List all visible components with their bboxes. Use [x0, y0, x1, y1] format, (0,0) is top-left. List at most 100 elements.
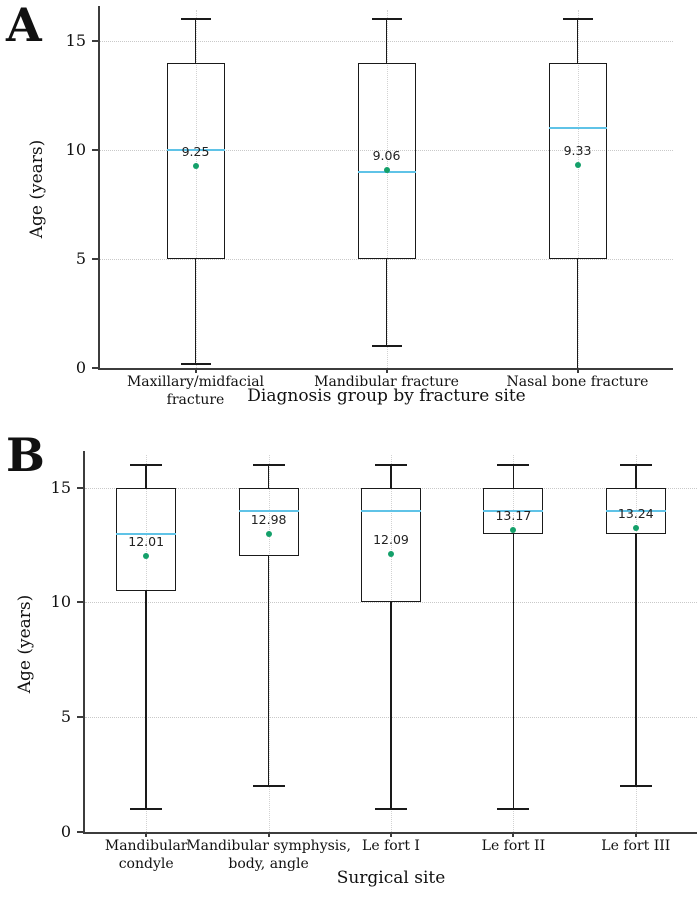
whisker-cap-bottom	[371, 345, 402, 348]
y-tick	[77, 716, 85, 719]
upper-whisker	[635, 464, 637, 488]
median-line	[116, 532, 177, 535]
box-rect	[548, 62, 607, 259]
median-line	[166, 148, 225, 151]
x-tick	[145, 832, 148, 837]
mean-dot	[632, 525, 639, 531]
mean-dot	[574, 161, 581, 168]
upper-whisker	[576, 19, 579, 63]
x-tick-label-line: body, angle	[228, 855, 309, 872]
whisker-cap-top	[371, 18, 402, 21]
x-axis	[83, 832, 697, 834]
lower-whisker	[385, 258, 388, 347]
x-tick-label-line: Le fort III	[601, 838, 671, 854]
box-rect	[238, 487, 299, 557]
y-tick-label: 15	[50, 477, 71, 497]
whisker-cap-bottom	[252, 785, 285, 788]
whisker-cap-bottom	[130, 808, 163, 811]
y-tick	[92, 148, 100, 151]
x-tick-label-line: Le fort I	[362, 838, 420, 854]
lower-whisker	[576, 258, 579, 368]
lower-whisker	[635, 533, 637, 787]
whisker-cap-bottom	[180, 362, 211, 365]
x-tick-label-line: Mandibular fracture	[314, 374, 459, 390]
x-tick-label: Mandibular symphysis, body, angle	[184, 838, 354, 873]
median-line	[483, 509, 544, 512]
mean-value-label: 9.06	[372, 148, 401, 164]
y-axis	[98, 6, 100, 368]
x-tick-label: Maxillary/midfacial fracture	[111, 374, 281, 409]
x-tick-label: Mandibular fracture	[302, 374, 472, 392]
median-line	[361, 509, 421, 512]
x-tick-label-line: Le fort II	[481, 838, 546, 854]
y-tick	[92, 367, 100, 369]
y-axis-title: Age (years)	[15, 594, 35, 693]
lower-whisker	[390, 602, 392, 810]
y-tick-label: 5	[60, 707, 71, 727]
lower-whisker	[267, 556, 270, 787]
y-tick	[77, 601, 85, 604]
y-tick-label: 5	[75, 248, 86, 268]
x-tick	[390, 832, 392, 837]
whisker-cap-top	[562, 18, 593, 21]
x-tick-label: Nasal bone fracture	[493, 374, 663, 392]
mean-value-label: 9.33	[563, 142, 592, 158]
mean-dot	[265, 530, 272, 537]
panel-b-letter: B	[6, 428, 45, 482]
y-tick	[77, 831, 85, 833]
mean-dot	[143, 553, 150, 560]
mean-value-label: 13.24	[617, 506, 654, 521]
y-tick-label: 0	[75, 358, 86, 377]
x-tick	[576, 368, 579, 373]
box-rect	[357, 62, 416, 259]
x-tick-label-line: Maxillary/midfacial fracture	[126, 374, 265, 408]
y-tick	[92, 257, 100, 260]
mean-value-label: 12.09	[373, 532, 409, 548]
mean-value-label: 12.98	[250, 511, 287, 527]
mean-value-label: 9.25	[181, 144, 210, 160]
box-rect	[116, 487, 177, 591]
y-tick-label: 15	[65, 30, 86, 50]
median-line	[605, 509, 666, 512]
upper-whisker	[512, 464, 515, 488]
panel-b: B 12.01 Mandibular condyle 12.98 Mandibular …	[0, 430, 700, 900]
mean-dot	[192, 163, 199, 170]
box-rect	[361, 487, 421, 603]
x-tick	[385, 368, 388, 373]
whisker-cap-top	[252, 463, 285, 466]
x-tick-label-line: Mandibular symphysis,	[186, 838, 351, 854]
x-tick-label-line: Mandibular	[104, 838, 188, 854]
x-tick	[512, 832, 515, 837]
x-tick-label: Le fort II	[428, 838, 598, 856]
y-axis	[83, 451, 85, 832]
y-tick-label: 10	[65, 139, 86, 159]
x-tick-label: Le fort III	[551, 838, 700, 856]
whisker-cap-bottom	[619, 785, 652, 788]
upper-whisker	[390, 464, 392, 488]
upper-whisker	[267, 464, 270, 488]
x-axis-title: Diagnosis group by fracture site	[247, 386, 526, 406]
x-tick-label-line: Nasal bone fracture	[506, 374, 649, 390]
mean-dot	[383, 167, 390, 174]
x-tick	[267, 832, 270, 837]
whisker-cap-top	[375, 463, 407, 466]
x-tick-label: Le fort I	[306, 838, 476, 856]
upper-whisker	[385, 19, 388, 63]
grid-line-v	[577, 10, 579, 368]
x-tick-label-line: condyle	[118, 855, 174, 872]
lower-whisker	[145, 590, 147, 810]
y-axis-title: Age (years)	[27, 139, 47, 239]
mean-dot	[510, 526, 517, 533]
whisker-cap-top	[130, 463, 163, 466]
x-tick	[634, 832, 637, 837]
y-tick-label: 10	[50, 592, 71, 612]
whisker-cap-top	[619, 463, 652, 466]
y-tick	[77, 486, 85, 489]
grid-line-v	[195, 10, 197, 368]
grid-line-v	[386, 10, 388, 368]
whisker-cap-top	[497, 463, 530, 466]
x-tick-label: Mandibular condyle	[61, 838, 231, 873]
x-axis-title: Surgical site	[336, 868, 446, 888]
x-tick	[194, 368, 197, 373]
